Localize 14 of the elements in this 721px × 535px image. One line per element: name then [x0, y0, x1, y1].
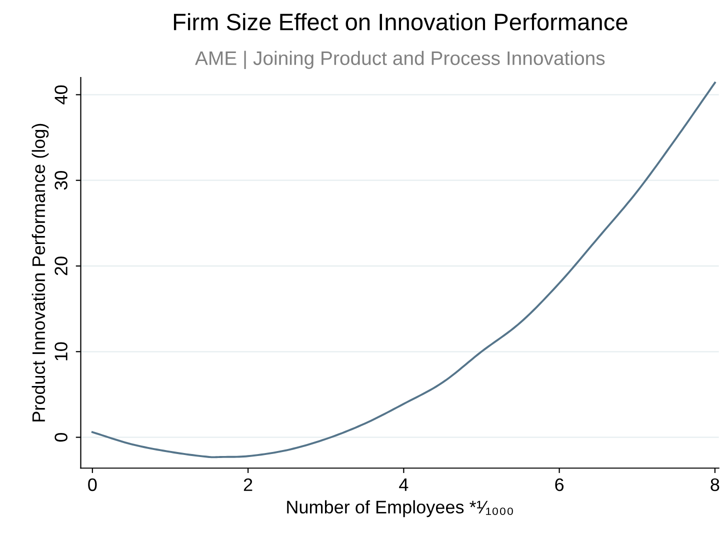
x-tick-label: 8	[710, 478, 720, 492]
x-tick-label: 4	[399, 478, 408, 491]
y-tick-label: 30	[54, 171, 68, 190]
x-axis-title: Number of Employees *¹⁄₁₀₀₀	[287, 500, 513, 518]
x-tick-label: 0	[88, 478, 97, 492]
x-tick-label: 2	[244, 478, 252, 491]
chart-subtitle: AME | Joining Product and Process Innovations	[195, 50, 605, 70]
y-tick-label: 0	[54, 432, 68, 442]
y-tick-label: 40	[54, 85, 68, 104]
y-axis-title: Product Innovation Performance (log)	[32, 124, 49, 422]
y-tick-label: 10	[54, 342, 68, 360]
x-tick-label: 6	[555, 478, 564, 492]
y-tick-label: 20	[54, 256, 68, 276]
chart-title: Firm Size Effect on Innovation Performance	[174, 13, 628, 30]
